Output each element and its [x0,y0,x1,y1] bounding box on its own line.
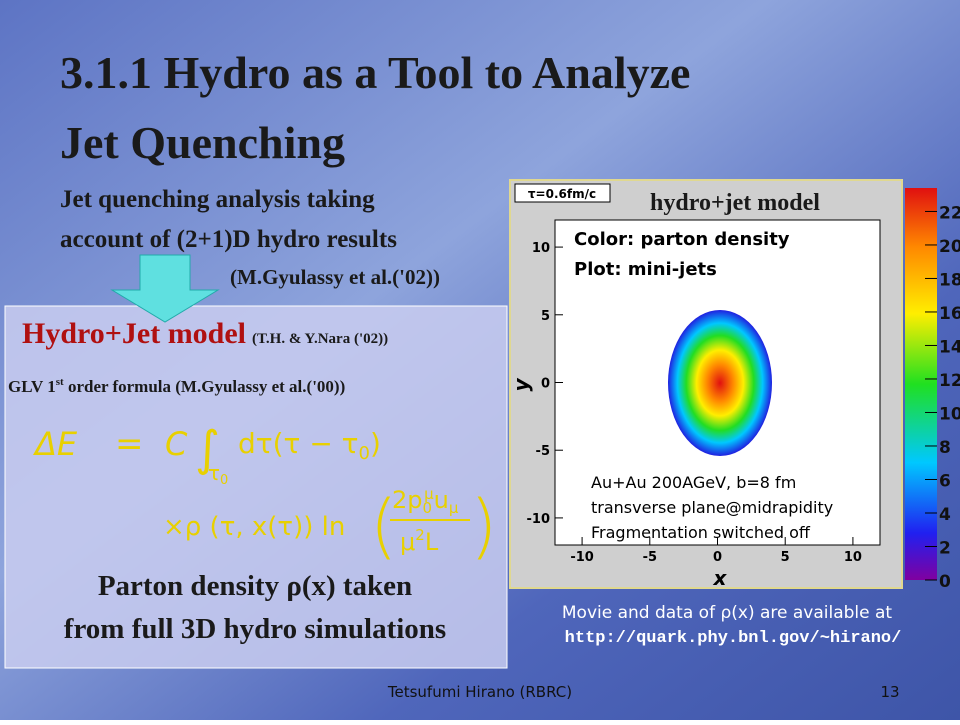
content-box [4,305,508,669]
note-line: transverse plane@midrapidity [591,498,833,517]
subtitle-line: account of (2+1)D hydro results [60,226,397,253]
colorbar-tick-label: 16 [939,304,960,324]
denominator: μ2L [400,526,439,556]
x-tick-label: 5 [781,550,790,565]
x-tick-label: 10 [844,550,862,565]
formula-lhs: ΔE [32,425,78,463]
caption-url: http://quark.phy.bnl.gov/~hirano/ [565,629,902,648]
arrow [110,254,220,323]
footer-page: 13 [880,683,899,701]
colorbar-tick-label: 2 [939,538,951,558]
text: L [425,528,439,556]
colorbar-tick-label: 12 [939,371,960,391]
paren: ( [370,485,397,567]
y-tick-label: 5 [541,309,550,324]
colorbar-tick-label: 6 [939,471,951,491]
colorbar-tick-label: 8 [939,438,951,458]
plot: τ=0.6fm/c hydro+jet model Color: parton … [509,179,960,592]
lower-limit: τ0 [208,461,228,488]
colorbar-tick-label: 14 [939,337,960,357]
paren: ) [470,485,497,567]
y-tick-label: -10 [527,512,551,527]
text: 2p [392,486,423,514]
colorbar-tick-label: 4 [939,505,951,525]
y-tick-label: 0 [541,377,550,392]
text: μ [400,528,415,556]
sub: 0 [423,499,433,517]
sub: μ [449,499,459,517]
text: GLV 1 [8,377,56,396]
formula-line2: ×ρ (τ, x(τ)) ln [163,512,345,542]
title-line: Jet Quenching [60,117,345,168]
sup: μ [424,485,434,503]
model-ref: (T.H. & Y.Nara ('02)) [252,331,388,347]
x-tick-label: -5 [643,550,657,565]
tau-box [514,183,611,203]
colorbar-tick-label: 22 [939,203,960,223]
sub: 0 [220,473,228,488]
x-tick-label: -10 [570,550,594,565]
numerator: 2p0μuμ [392,485,459,517]
integral: ∫ [195,421,220,477]
sub: 0 [359,443,370,464]
x-tick-label: 0 [713,550,722,565]
subtitle-ref: (M.Gyulassy et al.('02)) [230,265,440,289]
formula: ΔE = C ∫ τ0 dτ(τ − τ0) ×ρ (τ, x(τ)) ln (… [32,421,497,567]
formula-label: GLV 1st order formula (M.Gyulassy et al.… [8,376,345,396]
formula-eq: = [115,424,144,464]
note-line: Au+Au 200AGeV, b=8 fm [591,473,796,492]
integrand: dτ(τ − τ0) [238,427,381,464]
model: Hydro+Jet model [22,317,246,350]
y-tick-label: -5 [536,444,550,459]
y-tick-label: 10 [532,241,550,256]
note-line: Fragmentation switched off [591,523,811,542]
legend-line: Color: parton density [574,229,790,250]
y-label: y [509,378,533,392]
formula-c: C [165,425,188,463]
sup: 2 [415,526,425,544]
text: dτ(τ − τ [238,427,359,460]
colorbar [905,188,937,580]
model-label: Hydro+Jet model (T.H. & Y.Nara ('02)) [22,317,388,350]
footer-author: Tetsufumi Hirano (RBRC) [387,683,572,701]
conclusion-line: from full 3D hydro simulations [64,613,446,645]
colorbar-tick-label: 10 [939,404,960,424]
text: u [434,486,449,514]
sup: st [56,376,64,388]
x-label: x [713,566,728,590]
density-map [668,310,772,456]
title-line: 3.1.1 Hydro as a Tool to Analyze [60,47,690,98]
colorbar-tick-label: 18 [939,270,960,290]
legend-line: Plot: mini-jets [574,259,717,280]
subtitle-line: Jet quenching analysis taking [60,186,375,213]
title: 3.1.1 Hydro as a Tool to Analyze Jet Que… [60,47,690,168]
plot-title: hydro+jet model [650,190,820,216]
text: τ [208,461,220,485]
text: ) [370,427,381,460]
conclusion-line: Parton density ρ(x) taken [98,570,412,602]
caption-line: Movie and data of ρ(x) are available at [562,603,893,623]
colorbar-tick-label: 0 [939,572,951,592]
text: order formula (M.Gyulassy et al.('00)) [64,377,346,396]
colorbar-tick-label: 20 [939,237,960,257]
tau-label: τ=0.6fm/c [528,187,596,201]
